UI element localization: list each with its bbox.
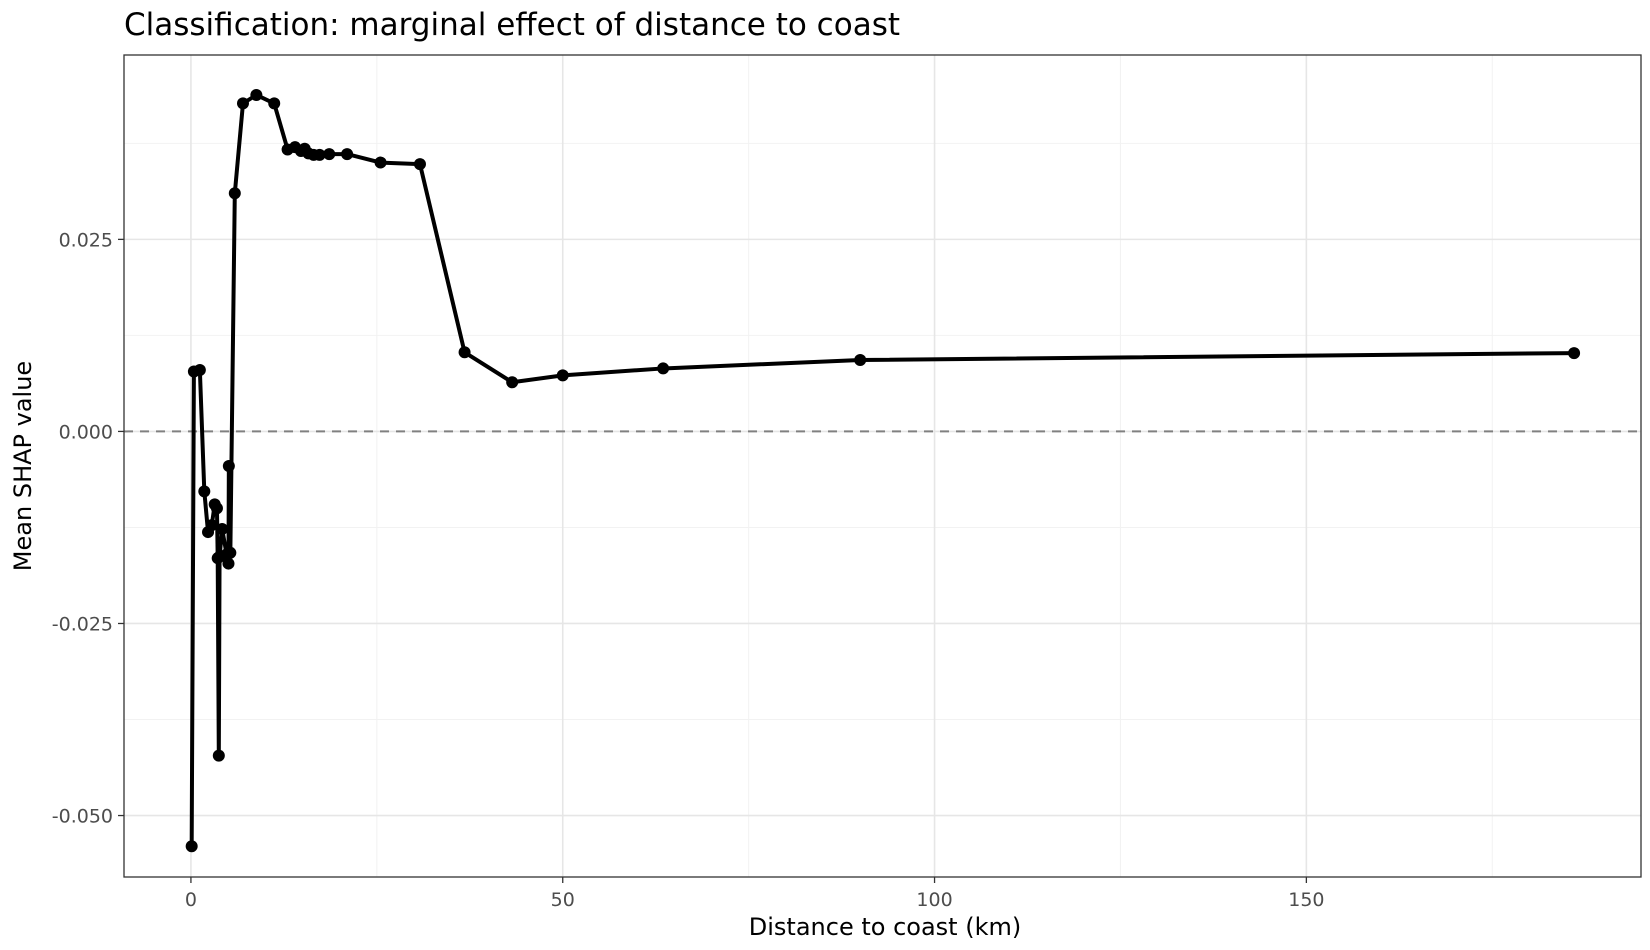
data-point bbox=[458, 346, 471, 359]
data-point bbox=[193, 363, 206, 376]
data-point bbox=[556, 369, 569, 382]
x-tick-label: 150 bbox=[1288, 889, 1324, 911]
y-tick-label: 0.000 bbox=[59, 421, 113, 443]
series-line bbox=[189, 92, 1577, 849]
data-point bbox=[228, 187, 241, 200]
data-point bbox=[198, 485, 211, 498]
data-point bbox=[506, 376, 519, 389]
minor-gridlines bbox=[124, 55, 1641, 877]
data-point bbox=[216, 522, 229, 535]
x-axis-ticks: 0 50 100 150 bbox=[185, 877, 1325, 911]
x-tick-label: 0 bbox=[185, 889, 197, 911]
series-layer bbox=[185, 88, 1581, 853]
x-tick-label: 50 bbox=[551, 889, 575, 911]
data-point bbox=[323, 148, 336, 161]
y-tick-label: -0.050 bbox=[52, 806, 113, 828]
data-point bbox=[222, 460, 235, 472]
chart-title: Classification: marginal effect of dista… bbox=[124, 7, 900, 43]
data-point bbox=[854, 353, 867, 366]
y-tick-label: -0.025 bbox=[52, 613, 113, 635]
data-point bbox=[210, 502, 223, 515]
data-point bbox=[250, 88, 263, 101]
data-point bbox=[268, 97, 281, 110]
y-axis-ticks: -0.050 -0.025 0.000 0.025 bbox=[52, 229, 124, 828]
data-point bbox=[224, 546, 237, 559]
x-tick-label: 100 bbox=[916, 889, 952, 911]
data-point bbox=[205, 519, 218, 532]
data-point bbox=[341, 148, 354, 161]
data-point bbox=[657, 362, 670, 375]
y-tick-label: 0.025 bbox=[59, 229, 113, 251]
data-point bbox=[185, 840, 198, 853]
x-axis-title: Distance to coast (km) bbox=[749, 913, 1021, 941]
data-point bbox=[222, 557, 235, 570]
major-gridlines bbox=[124, 55, 1641, 877]
plot-panel-border bbox=[123, 54, 1642, 878]
data-point bbox=[313, 148, 326, 161]
data-point bbox=[374, 156, 387, 169]
data-point bbox=[212, 749, 225, 762]
data-point bbox=[413, 158, 426, 171]
y-axis-title: Mean SHAP value bbox=[9, 361, 37, 571]
data-point bbox=[1568, 347, 1581, 360]
data-point bbox=[236, 97, 249, 110]
